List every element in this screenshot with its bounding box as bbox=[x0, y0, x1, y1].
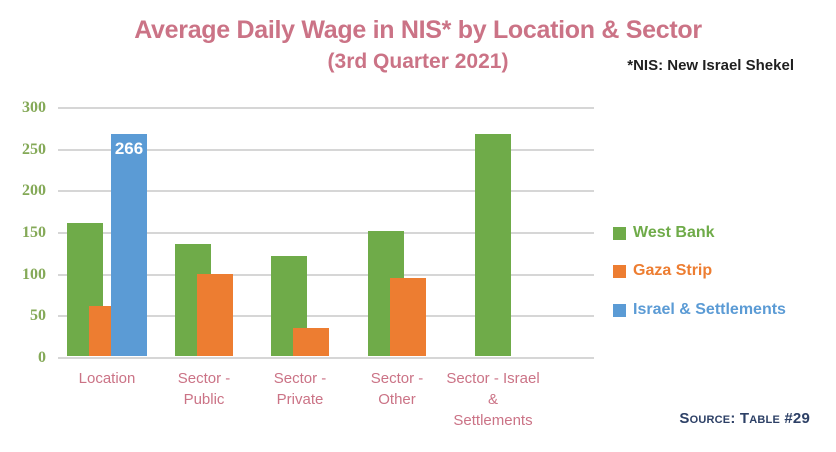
gridline-50 bbox=[58, 315, 594, 318]
y-tick-label-0: 0 bbox=[38, 349, 46, 366]
source-note: Source: Table #29 bbox=[679, 410, 810, 427]
bar-israel-settlements-location: 266 bbox=[111, 134, 147, 356]
legend-item-west-bank: West Bank bbox=[613, 224, 715, 242]
legend-item-gaza-strip: Gaza Strip bbox=[613, 262, 712, 280]
legend-label-gaza-strip: Gaza Strip bbox=[633, 262, 713, 279]
legend-label-israel-settlements: Israel & Settlements bbox=[633, 301, 786, 318]
category-label-sector-public: Sector - Public bbox=[177, 370, 231, 408]
chart-subtitle: (3rd Quarter 2021) bbox=[327, 50, 509, 73]
bar-gaza-strip-sector bbox=[197, 274, 233, 356]
y-tick-label-50: 50 bbox=[30, 307, 46, 325]
bar-value-label: 266 bbox=[114, 139, 144, 159]
y-tick-label-100: 100 bbox=[22, 265, 46, 283]
bar-gaza-strip-sector bbox=[293, 327, 329, 356]
category-label-sector-other: Sector - Other bbox=[370, 370, 424, 408]
gridline-100 bbox=[58, 273, 594, 276]
gridline-200 bbox=[58, 190, 594, 193]
y-tick-label-200: 200 bbox=[22, 182, 46, 200]
nis-footnote: *NIS: New Israel Shekel bbox=[627, 57, 794, 74]
bar-gaza-strip-sector bbox=[390, 277, 426, 356]
gridline-150 bbox=[58, 232, 594, 234]
category-label-sector-israel: Sector - Israel & Settlements bbox=[446, 370, 540, 429]
legend-swatch-west-bank bbox=[613, 226, 626, 240]
category-label-sector-private: Sector - Private bbox=[273, 370, 327, 408]
y-tick-label-150: 150 bbox=[22, 224, 46, 241]
bar-west-bank-sector-israel bbox=[475, 134, 511, 356]
legend-swatch-gaza-strip bbox=[613, 264, 626, 278]
y-tick-label-250: 250 bbox=[22, 140, 46, 158]
gridline-300 bbox=[58, 107, 594, 109]
gridline-0 bbox=[58, 357, 594, 359]
chart-title: Average Daily Wage in NIS* by Location &… bbox=[134, 16, 702, 44]
plot-area: 266 bbox=[58, 107, 594, 359]
legend-item-israel-settlements: Israel & Settlements bbox=[613, 301, 786, 319]
y-tick-label-300: 300 bbox=[22, 99, 46, 116]
gridline-250 bbox=[58, 148, 594, 151]
legend-label-west-bank: West Bank bbox=[633, 224, 715, 241]
legend-swatch-israel-settlements bbox=[613, 303, 626, 317]
category-label-location: Location bbox=[78, 370, 136, 387]
